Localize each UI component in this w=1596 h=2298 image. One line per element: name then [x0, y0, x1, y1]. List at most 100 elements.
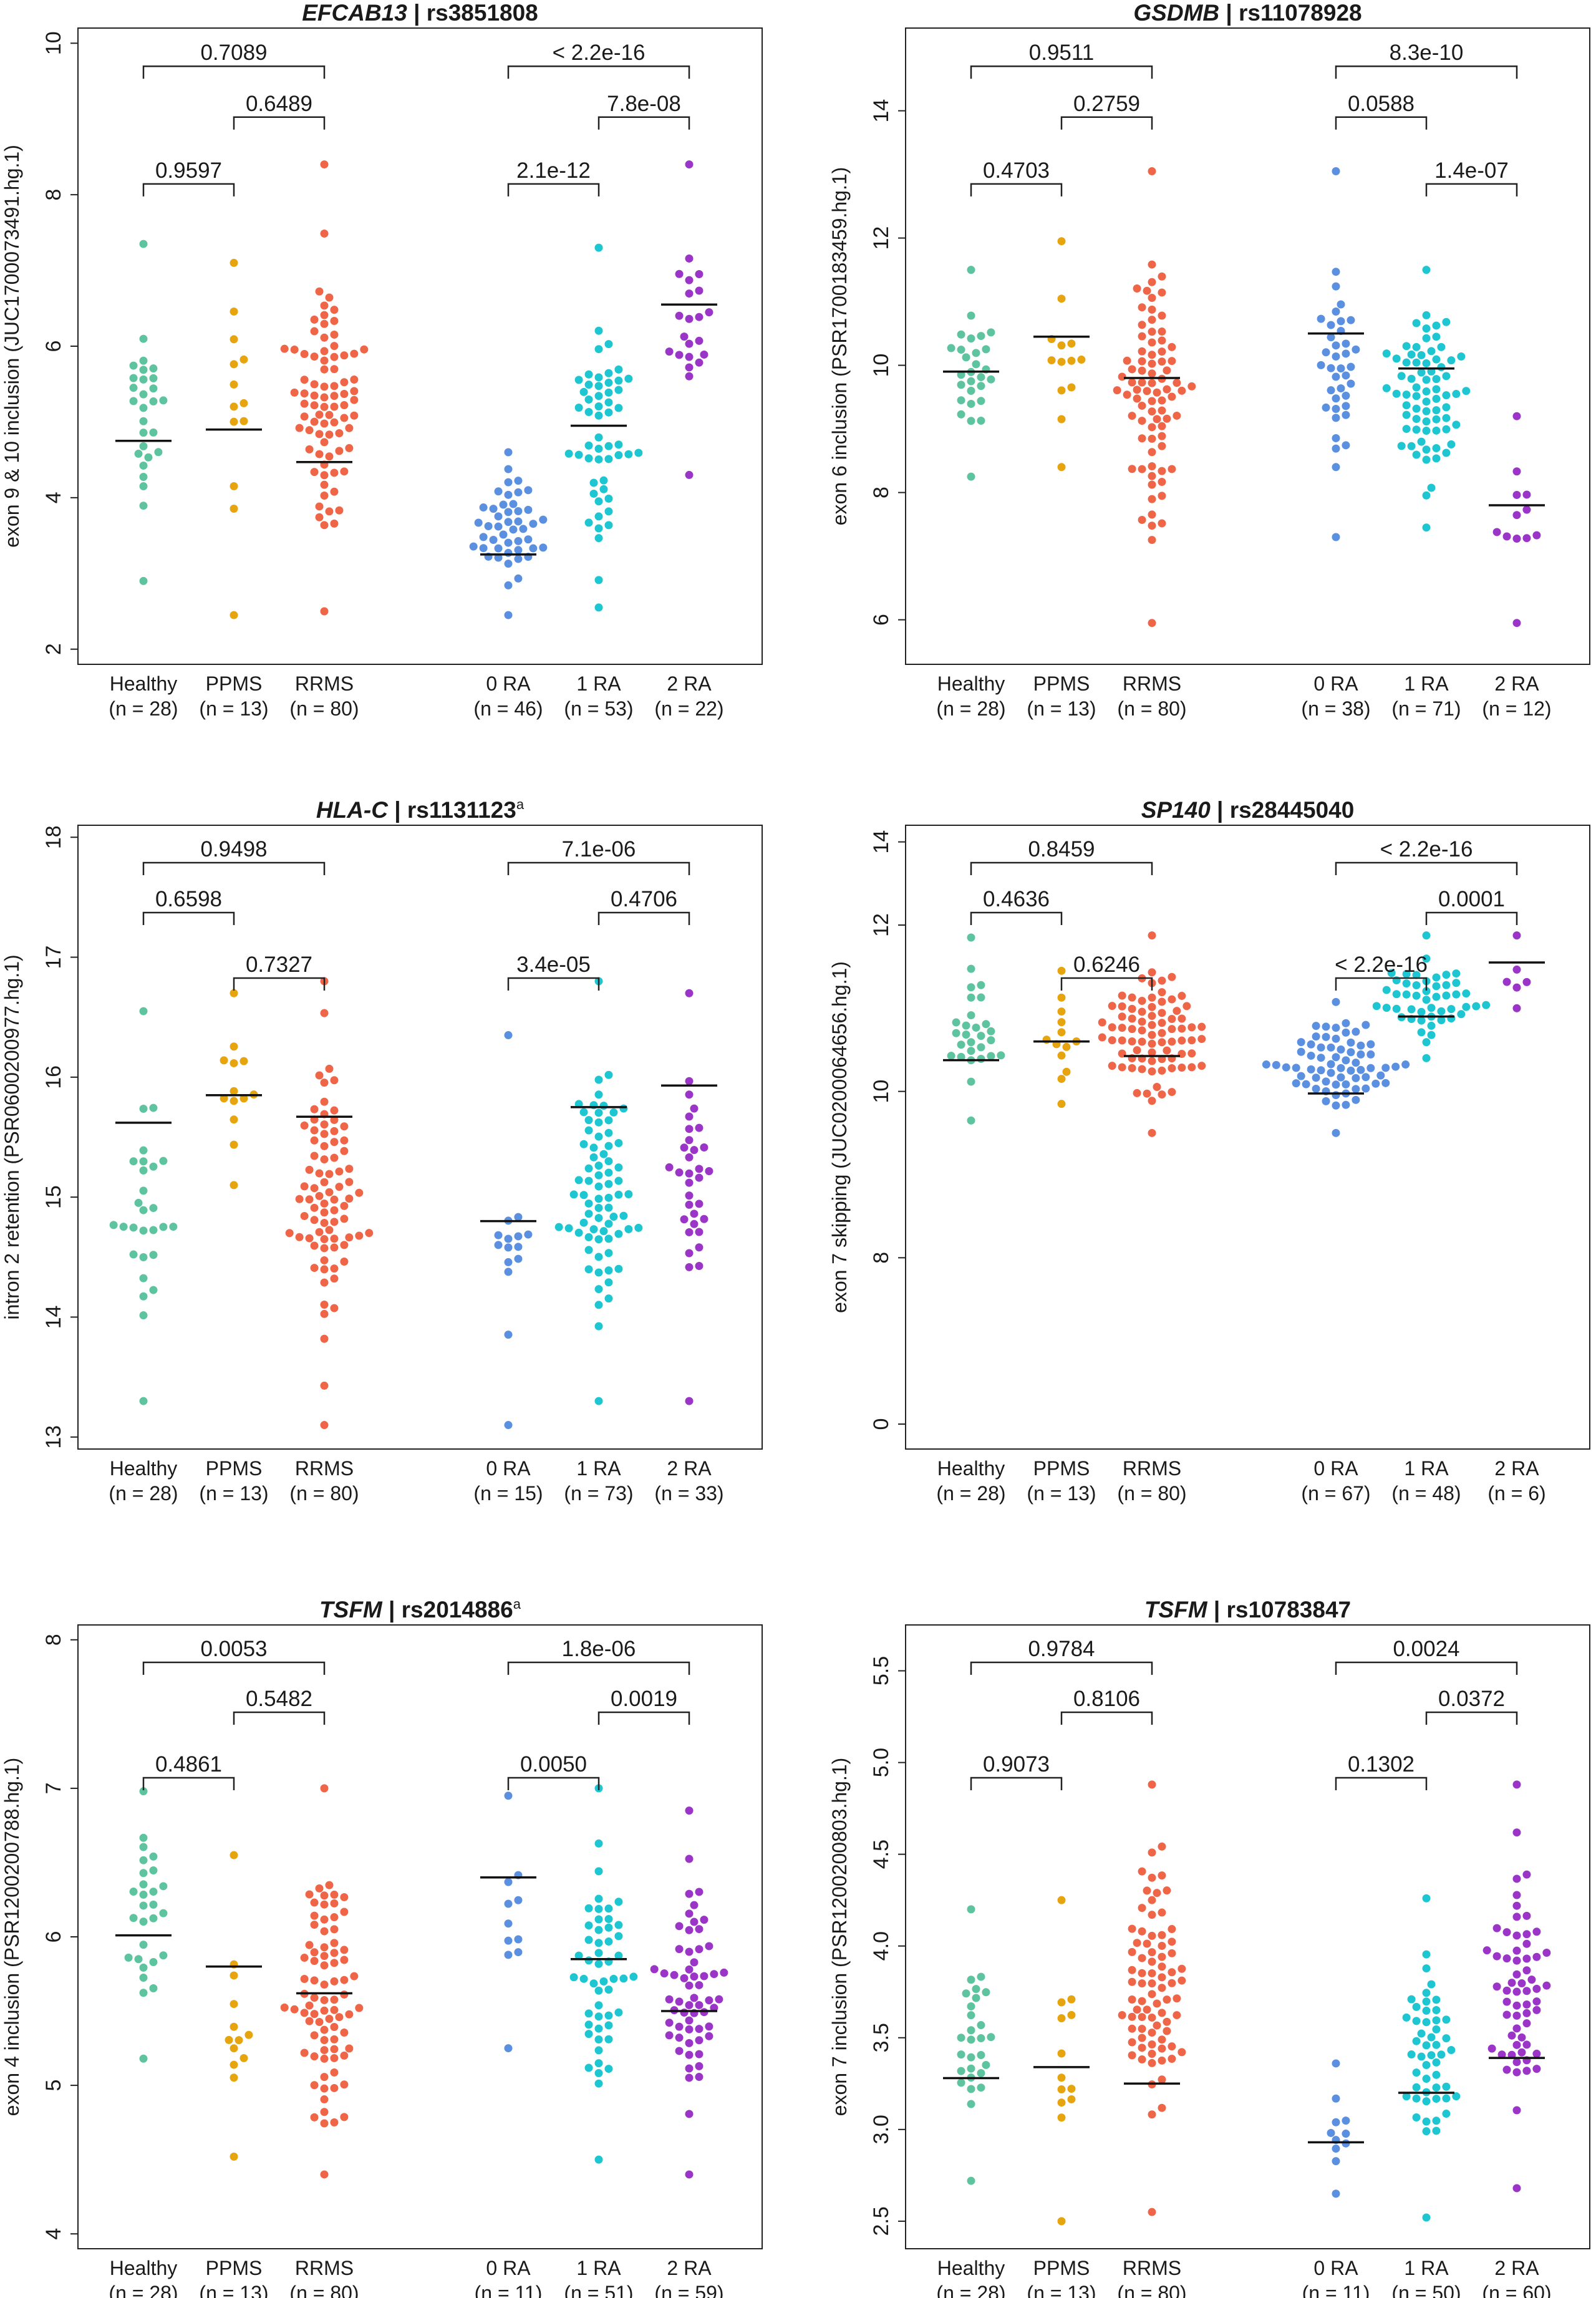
data-point	[320, 1309, 329, 1318]
data-point	[1173, 411, 1181, 420]
data-point	[315, 2017, 324, 2026]
data-point	[139, 1787, 148, 1796]
data-point	[1138, 2024, 1146, 2033]
data-point	[710, 2004, 718, 2012]
data-point	[614, 2008, 623, 2017]
p-value-label: 7.8e-08	[607, 92, 681, 116]
data-point	[604, 369, 613, 377]
data-point	[1158, 432, 1166, 440]
data-point	[340, 467, 349, 476]
data-point	[604, 1234, 613, 1243]
data-point	[1173, 2011, 1181, 2020]
data-point	[1057, 237, 1066, 246]
x-tick-count: (n = 80)	[289, 2282, 359, 2298]
data-point	[1163, 366, 1171, 375]
data-point	[1317, 1054, 1325, 1062]
data-point	[139, 1274, 148, 1282]
data-point	[624, 1190, 633, 1198]
data-point	[685, 289, 694, 298]
data-point	[1148, 407, 1156, 416]
data-point	[700, 1143, 709, 1152]
data-point	[967, 311, 975, 320]
data-point	[1158, 467, 1166, 475]
comparison-bracket	[1335, 977, 1428, 991]
y-tick-label: 12	[869, 913, 893, 937]
x-tick-count: (n = 11)	[475, 2282, 543, 2298]
data-point	[129, 384, 138, 392]
data-point	[1148, 536, 1156, 545]
data-point	[484, 521, 493, 530]
data-point	[1158, 2056, 1166, 2065]
data-point	[139, 1186, 148, 1195]
data-point	[584, 1936, 593, 1944]
y-tick-label: 14	[869, 830, 893, 854]
data-point	[957, 2034, 965, 2042]
data-point	[977, 1972, 985, 1981]
data-point	[1332, 1101, 1340, 1110]
data-point	[1342, 371, 1350, 380]
data-point	[509, 500, 518, 508]
data-point	[310, 1105, 319, 1113]
data-point	[1178, 1976, 1186, 1985]
data-point	[604, 2021, 613, 2030]
data-point	[1067, 356, 1076, 365]
plot-frame	[77, 27, 763, 665]
data-point	[489, 505, 498, 513]
data-point	[1512, 412, 1521, 420]
data-point	[1447, 2045, 1456, 2054]
data-point	[330, 1899, 339, 1908]
data-point	[239, 417, 248, 425]
data-point	[604, 494, 613, 503]
data-point	[987, 1027, 995, 1035]
data-point	[574, 1951, 583, 1960]
data-point	[330, 1115, 339, 1124]
data-point	[330, 2035, 339, 2043]
data-point	[149, 1888, 158, 1896]
data-point	[1412, 342, 1421, 351]
data-point	[1512, 1987, 1521, 1996]
data-point	[1057, 357, 1066, 366]
data-point	[1138, 417, 1146, 425]
data-point	[365, 1229, 374, 1238]
data-point	[675, 351, 684, 359]
p-value-label: 0.7327	[246, 953, 312, 977]
data-point	[1133, 1939, 1141, 1947]
data-point	[977, 2083, 985, 2092]
data-point	[1128, 365, 1136, 374]
data-point	[1168, 1937, 1176, 1946]
x-tick-count: (n = 13)	[1027, 1482, 1096, 1505]
data-point	[320, 1278, 329, 1287]
data-point	[1312, 1084, 1320, 1093]
data-point	[604, 1937, 613, 1946]
data-point	[1512, 2024, 1521, 2033]
data-point	[310, 468, 319, 477]
data-point	[1332, 2094, 1340, 2103]
data-point	[330, 1890, 339, 1899]
data-point	[320, 471, 329, 480]
data-point	[1432, 2016, 1441, 2025]
data-point	[300, 376, 309, 384]
data-point	[230, 1115, 238, 1124]
data-point	[614, 1229, 623, 1238]
data-point	[579, 1191, 588, 1200]
data-point	[139, 2054, 148, 2063]
data-point	[584, 2030, 593, 2039]
data-point	[330, 1195, 339, 1204]
data-point	[159, 396, 168, 405]
comparison-bracket	[970, 65, 1153, 79]
data-point	[509, 525, 518, 534]
data-point	[1163, 2027, 1171, 2035]
data-point	[1492, 1952, 1501, 1961]
data-point	[1158, 396, 1166, 405]
comparison-bracket	[1335, 1661, 1518, 1675]
data-point	[1432, 454, 1441, 463]
data-point	[594, 1894, 603, 1903]
data-point	[330, 352, 339, 361]
data-point	[335, 429, 344, 438]
x-tick-label: PPMS	[1033, 672, 1090, 695]
data-point	[997, 1051, 1005, 1060]
data-point	[685, 2110, 694, 2118]
data-point	[977, 332, 985, 341]
x-tick-label: PPMS	[1033, 2257, 1090, 2279]
data-point	[330, 1206, 339, 1214]
